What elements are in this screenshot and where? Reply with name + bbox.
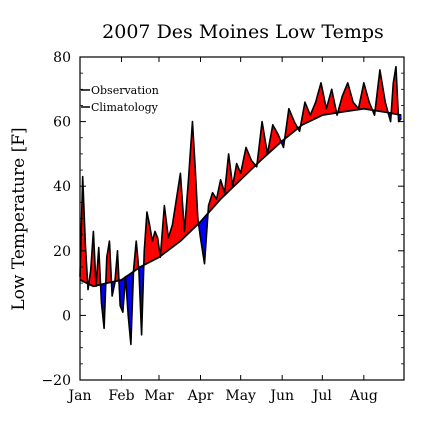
x-tick-label: Mar: [144, 388, 174, 404]
y-tick-label: 40: [53, 179, 71, 195]
x-tick-label: May: [225, 388, 256, 404]
y-tick-label: 80: [53, 50, 71, 66]
legend-observation-label: Observation: [91, 84, 159, 97]
y-tick-label: 60: [53, 115, 71, 131]
line-layer: [79, 65, 402, 346]
x-tick-label: Apr: [187, 388, 214, 404]
legend: Observation Climatology: [81, 84, 159, 114]
y-tick-label: 0: [62, 308, 71, 324]
tick-layer: −20 0 20 40 60 80 Jan Feb Mar Apr May Jun Jul Aug: [41, 50, 404, 404]
observation-line: [79, 65, 402, 346]
legend-climatology-label: Climatology: [91, 101, 159, 114]
x-tick-label: Aug: [349, 388, 378, 404]
climatology-line: [79, 107, 402, 288]
x-tick-label: Jul: [311, 388, 333, 404]
y-tick-label: −20: [41, 373, 71, 389]
x-tick-label: Jun: [268, 388, 294, 404]
y-axis-label: Low Temperature [F]: [9, 127, 29, 310]
x-tick-label: Feb: [108, 388, 134, 404]
y-tick-label: 20: [53, 244, 71, 260]
above-normal-fill: [342, 82, 348, 113]
chart-title: 2007 Des Moines Low Temps: [102, 21, 384, 43]
x-tick-label: Jan: [67, 388, 92, 404]
